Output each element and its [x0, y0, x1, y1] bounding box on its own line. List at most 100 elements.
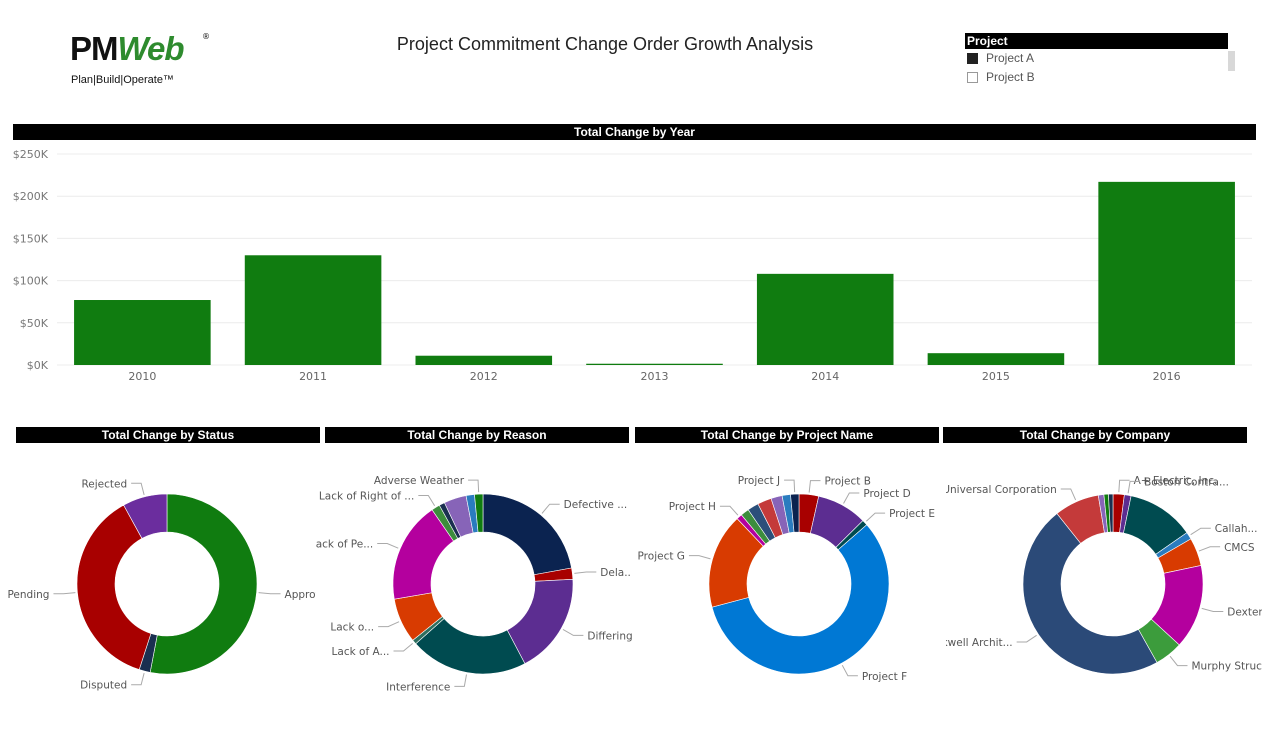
logo-registered-mark: ®	[202, 32, 210, 41]
data-label: Project D	[863, 488, 910, 500]
logo-text-pm: PM	[70, 30, 118, 67]
slice-defective-0[interactable]	[482, 493, 572, 576]
bar-2013[interactable]	[586, 363, 723, 365]
data-label: Lack o...	[330, 622, 374, 634]
bar-2015[interactable]	[927, 353, 1065, 365]
leader-line	[574, 571, 597, 574]
slice-rejected-3[interactable]	[123, 493, 168, 539]
checkbox-icon[interactable]	[967, 72, 978, 83]
data-label: Universal Corporation	[946, 484, 1057, 496]
leader-line	[378, 621, 400, 628]
data-label: Pending	[7, 589, 49, 601]
y-tick-label: $200K	[13, 190, 49, 203]
x-tick-label: 2014	[811, 370, 839, 383]
logo-tagline: Plan|Build|Operate™	[71, 74, 174, 86]
bar-2014[interactable]	[756, 273, 894, 365]
leader-line	[541, 503, 560, 514]
leader-line	[719, 505, 739, 516]
leader-line	[843, 492, 860, 504]
data-label: Project J	[738, 475, 780, 487]
slice-adverse-weather-11[interactable]	[474, 493, 484, 533]
slice-project-j-11[interactable]	[790, 493, 800, 533]
slicer-header: Project	[965, 33, 1228, 49]
data-label: Interference	[386, 681, 450, 693]
data-label: Project B	[824, 476, 870, 488]
data-label: Lack of Pe...	[316, 538, 373, 550]
leader-line	[377, 542, 399, 549]
leader-line	[393, 642, 414, 652]
y-tick-label: $150K	[13, 232, 49, 245]
slice-project-f-3[interactable]	[711, 524, 890, 675]
slice-approved-0[interactable]	[149, 493, 258, 675]
slicer-option-label: Project B	[986, 70, 1035, 84]
leader-line	[258, 592, 281, 595]
bar-2010[interactable]	[74, 300, 211, 365]
bar-2012[interactable]	[415, 355, 553, 365]
leader-line	[1190, 527, 1211, 536]
leader-line	[688, 555, 711, 560]
chart-title-status: Total Change by Status	[16, 427, 320, 443]
data-label: Rockwell Archit...	[946, 637, 1013, 649]
leader-line	[418, 495, 436, 507]
slicer-option-project-a[interactable]: Project A	[965, 49, 1228, 68]
data-label: Murphy Structural ...	[1191, 661, 1262, 673]
leader-line	[808, 480, 821, 493]
leader-line	[1118, 479, 1130, 493]
data-label: Lack of A...	[332, 646, 390, 658]
data-label: Defective ...	[564, 499, 628, 511]
leader-line	[131, 482, 145, 496]
data-label: Differing Sit...	[587, 630, 632, 642]
y-tick-label: $250K	[13, 148, 49, 161]
data-label: Project F	[862, 671, 907, 683]
slice-other-11[interactable]	[1108, 493, 1114, 533]
x-tick-label: 2013	[641, 370, 669, 383]
data-label: Dela...	[600, 567, 632, 579]
data-label: Boston Contra...	[1144, 476, 1229, 488]
slicer-scrollbar[interactable]	[1228, 51, 1235, 71]
x-tick-label: 2010	[128, 370, 156, 383]
data-label: Callah...	[1215, 523, 1258, 535]
slicer-option-label: Project A	[986, 51, 1035, 65]
data-label: Approved	[285, 589, 316, 601]
slicer-option-project-b[interactable]: Project B	[965, 68, 1228, 87]
data-label: Project G	[638, 551, 685, 563]
data-label: Project E	[889, 508, 935, 520]
slice-rockwell-archit-7[interactable]	[1022, 513, 1158, 675]
leader-line	[1060, 488, 1077, 501]
y-tick-label: $100K	[13, 275, 49, 288]
leader-line	[562, 629, 584, 636]
x-tick-label: 2012	[470, 370, 498, 383]
leader-line	[53, 592, 76, 595]
x-tick-label: 2015	[982, 370, 1010, 383]
chart-title-project-name: Total Change by Project Name	[635, 427, 939, 443]
data-label: Rejected	[81, 478, 127, 490]
y-tick-label: $50K	[20, 317, 49, 330]
leader-line	[1169, 655, 1188, 667]
leader-line	[131, 672, 145, 686]
leader-line	[784, 479, 796, 493]
total-change-by-status-chart: Approved Disputed Pending Rejected	[7, 478, 316, 692]
bar-2016[interactable]	[1098, 181, 1235, 365]
chart-title-company: Total Change by Company	[943, 427, 1247, 443]
leader-line	[454, 674, 467, 687]
data-label: Project H	[669, 501, 716, 513]
logo-text-web: Web	[117, 30, 185, 67]
checkbox-icon[interactable]	[967, 53, 978, 64]
page-title: Project Commitment Change Order Growth A…	[396, 34, 814, 54]
total-change-by-reason-chart: Defective ... Dela... Differing Sit... Inte…	[316, 475, 632, 693]
leader-line	[1198, 546, 1221, 552]
slice-pending-2[interactable]	[76, 504, 152, 670]
data-label: A+ Electric, Inc.	[1134, 475, 1218, 487]
leader-line	[1201, 607, 1224, 613]
leader-line	[468, 479, 480, 493]
data-label: Dexter Co...	[1227, 607, 1262, 619]
y-tick-label: $0K	[27, 359, 49, 372]
leader-line	[865, 512, 886, 522]
data-label: Disputed	[80, 680, 127, 692]
bar-2011[interactable]	[244, 255, 382, 365]
x-tick-label: 2016	[1153, 370, 1181, 383]
total-change-by-year-chart: $0K $50K $100K $150K $200K $250K 2010 2011 2012 2…	[13, 148, 1252, 383]
x-tick-label: 2011	[299, 370, 327, 383]
leader-line	[841, 664, 858, 677]
